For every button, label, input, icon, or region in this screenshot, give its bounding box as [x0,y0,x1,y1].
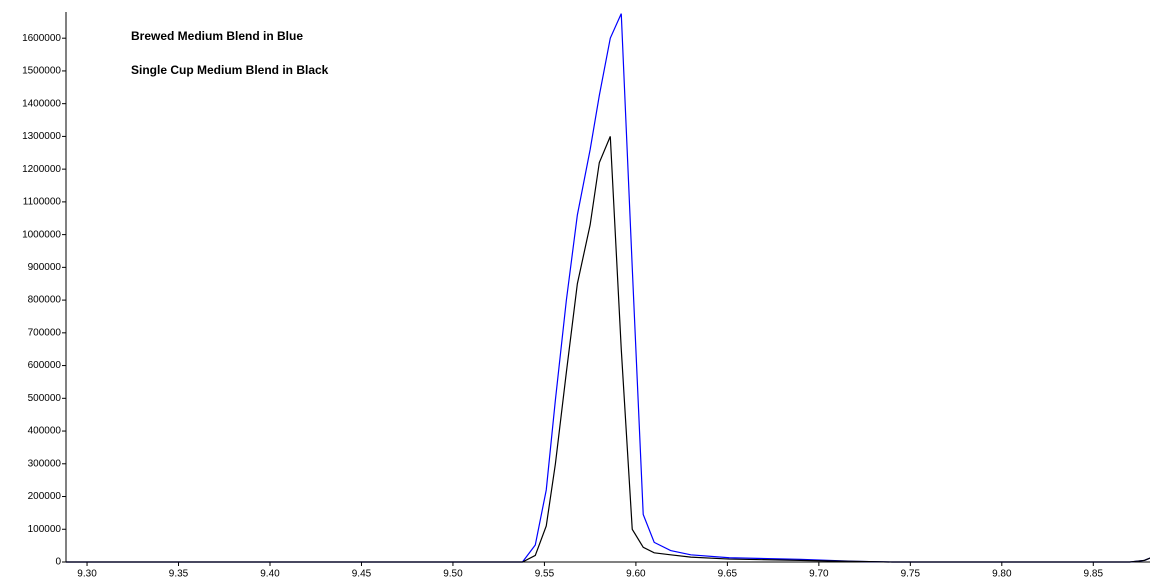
x-tick-label: 9.55 [535,569,555,580]
series-line [66,136,1150,563]
x-tick-label: 9.75 [901,569,921,580]
y-tick-label: 400000 [28,426,62,437]
x-tick-label: 9.35 [169,569,189,580]
x-tick-label: 9.50 [443,569,463,580]
x-tick-label: 9.80 [992,569,1012,580]
x-tick-label: 9.45 [352,569,372,580]
y-tick-label: 700000 [28,327,62,338]
x-tick-label: 9.70 [809,569,829,580]
y-tick-label: 900000 [28,262,62,273]
y-tick-label: 1300000 [22,131,61,142]
x-tick-label: 9.65 [718,569,738,580]
series-line [66,13,1150,563]
y-tick-label: 800000 [28,295,62,306]
x-tick-label: 9.30 [77,569,97,580]
y-tick-label: 100000 [28,524,62,535]
y-tick-label: 1100000 [23,197,62,208]
y-tick-label: 1200000 [22,164,61,175]
y-tick-label: 300000 [28,458,62,469]
legend-label: Brewed Medium Blend in Blue [131,29,303,43]
y-tick-label: 0 [55,557,61,568]
x-tick-label: 9.60 [626,569,646,580]
y-tick-label: 1600000 [22,33,61,44]
y-tick-label: 600000 [28,360,62,371]
y-tick-label: 1000000 [22,229,61,240]
y-tick-label: 500000 [28,393,62,404]
y-tick-label: 1500000 [22,66,61,77]
y-tick-label: 1400000 [22,98,61,109]
y-tick-label: 200000 [28,491,62,502]
legend-label: Single Cup Medium Blend in Black [131,63,329,77]
x-tick-label: 9.85 [1084,569,1104,580]
x-tick-label: 9.40 [260,569,280,580]
